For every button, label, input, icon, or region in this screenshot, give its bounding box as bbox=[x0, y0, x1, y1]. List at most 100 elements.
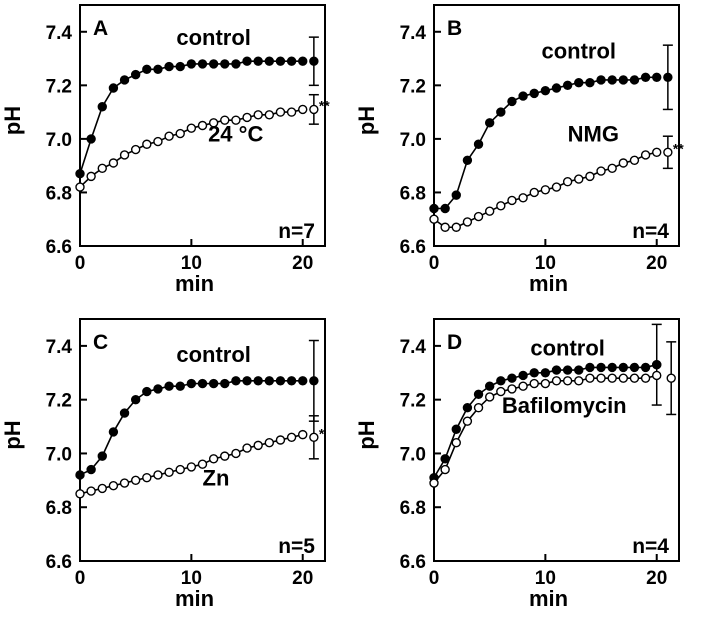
data-point bbox=[473, 389, 484, 399]
data-point bbox=[164, 381, 174, 391]
data-point bbox=[574, 365, 584, 375]
data-point bbox=[618, 373, 629, 383]
data-point bbox=[585, 77, 595, 88]
data-point bbox=[119, 408, 130, 418]
data-point bbox=[242, 443, 252, 453]
data-point bbox=[242, 56, 252, 66]
data-point bbox=[175, 128, 185, 139]
y-tick-label: 7.2 bbox=[400, 76, 426, 97]
data-point bbox=[142, 472, 152, 483]
data-point bbox=[596, 166, 606, 176]
data-point bbox=[484, 392, 495, 402]
data-point bbox=[551, 83, 562, 93]
data-point bbox=[197, 59, 208, 69]
x-tick-label: 10 bbox=[181, 253, 202, 274]
end-mean-point bbox=[666, 373, 676, 383]
data-point bbox=[462, 155, 473, 166]
data-point bbox=[175, 381, 185, 391]
x-axis-title: min bbox=[175, 271, 214, 296]
data-point bbox=[473, 211, 484, 222]
y-tick-label: 7.2 bbox=[400, 391, 426, 412]
x-axis-title: min bbox=[529, 271, 568, 296]
data-point bbox=[164, 131, 174, 141]
data-point bbox=[175, 464, 185, 475]
end-mean-point bbox=[663, 147, 673, 157]
data-point bbox=[153, 384, 163, 394]
series-nmg: ** NMG bbox=[429, 122, 684, 232]
x-tick-label: 0 bbox=[429, 253, 440, 274]
series-24-c: ** 24 °C bbox=[75, 93, 330, 192]
data-point bbox=[596, 75, 606, 85]
series-label: 24 °C bbox=[208, 122, 263, 147]
data-point bbox=[540, 368, 551, 378]
data-point bbox=[153, 470, 163, 480]
data-point bbox=[208, 378, 219, 389]
data-point bbox=[231, 59, 241, 69]
y-tick-label: 7.4 bbox=[46, 337, 73, 358]
data-point bbox=[153, 64, 163, 74]
data-point bbox=[507, 195, 517, 206]
significance-marker: * bbox=[319, 425, 325, 441]
data-point bbox=[551, 182, 562, 192]
data-point bbox=[618, 362, 629, 373]
data-point bbox=[220, 59, 230, 69]
x-axis-title: min bbox=[529, 586, 568, 611]
data-point bbox=[286, 376, 297, 386]
data-point bbox=[208, 59, 219, 69]
y-tick-label: 6.8 bbox=[46, 183, 72, 204]
data-point bbox=[473, 403, 484, 413]
data-point bbox=[197, 378, 208, 389]
panel-letter: D bbox=[447, 331, 462, 354]
data-point bbox=[153, 136, 163, 147]
data-point bbox=[220, 115, 230, 125]
data-point bbox=[142, 139, 152, 149]
y-tick-label: 6.8 bbox=[400, 498, 426, 519]
significance-marker: ** bbox=[319, 97, 330, 113]
data-point bbox=[275, 56, 286, 66]
data-point bbox=[429, 214, 439, 224]
data-point bbox=[518, 381, 528, 391]
n-label: n=7 bbox=[278, 220, 315, 243]
end-mean-point bbox=[663, 72, 673, 83]
data-point bbox=[585, 362, 595, 373]
data-point bbox=[574, 174, 584, 184]
data-point bbox=[186, 123, 197, 133]
data-point bbox=[618, 75, 629, 85]
panel-letter: A bbox=[93, 17, 108, 40]
data-point bbox=[242, 112, 252, 123]
y-tick-label: 6.8 bbox=[400, 183, 426, 204]
data-point bbox=[462, 403, 473, 413]
y-axis-title: pH bbox=[0, 106, 25, 135]
data-point bbox=[86, 464, 96, 475]
y-tick-label: 6.6 bbox=[400, 237, 426, 258]
x-tick-label: 20 bbox=[292, 568, 313, 589]
data-point bbox=[97, 163, 107, 174]
data-point bbox=[119, 150, 130, 160]
y-tick-label: 7.4 bbox=[400, 337, 427, 358]
panel-letter: C bbox=[93, 331, 108, 354]
y-axis-title: pH bbox=[354, 420, 379, 449]
data-point bbox=[440, 222, 450, 232]
series-control: control bbox=[75, 25, 319, 179]
data-point bbox=[462, 217, 473, 227]
data-point bbox=[596, 373, 606, 383]
data-point bbox=[640, 373, 651, 383]
y-tick-label: 7.0 bbox=[400, 444, 426, 465]
panel-b: 6.6 6.8 7.0 7.2 7.4 0 10 20 min pH Bn=4 control ** NM… bbox=[354, 4, 684, 296]
series-label: control bbox=[541, 39, 616, 64]
data-point bbox=[286, 56, 297, 66]
data-point bbox=[507, 373, 517, 383]
data-point bbox=[585, 171, 595, 182]
data-point bbox=[298, 104, 308, 115]
data-point bbox=[540, 185, 551, 195]
data-point bbox=[562, 80, 573, 91]
data-point bbox=[440, 464, 450, 475]
data-point bbox=[484, 118, 495, 128]
data-point bbox=[484, 381, 495, 391]
data-point bbox=[607, 163, 617, 174]
data-point bbox=[108, 83, 119, 93]
data-point bbox=[607, 362, 617, 373]
series-label: NMG bbox=[568, 122, 619, 147]
data-point bbox=[253, 376, 263, 386]
